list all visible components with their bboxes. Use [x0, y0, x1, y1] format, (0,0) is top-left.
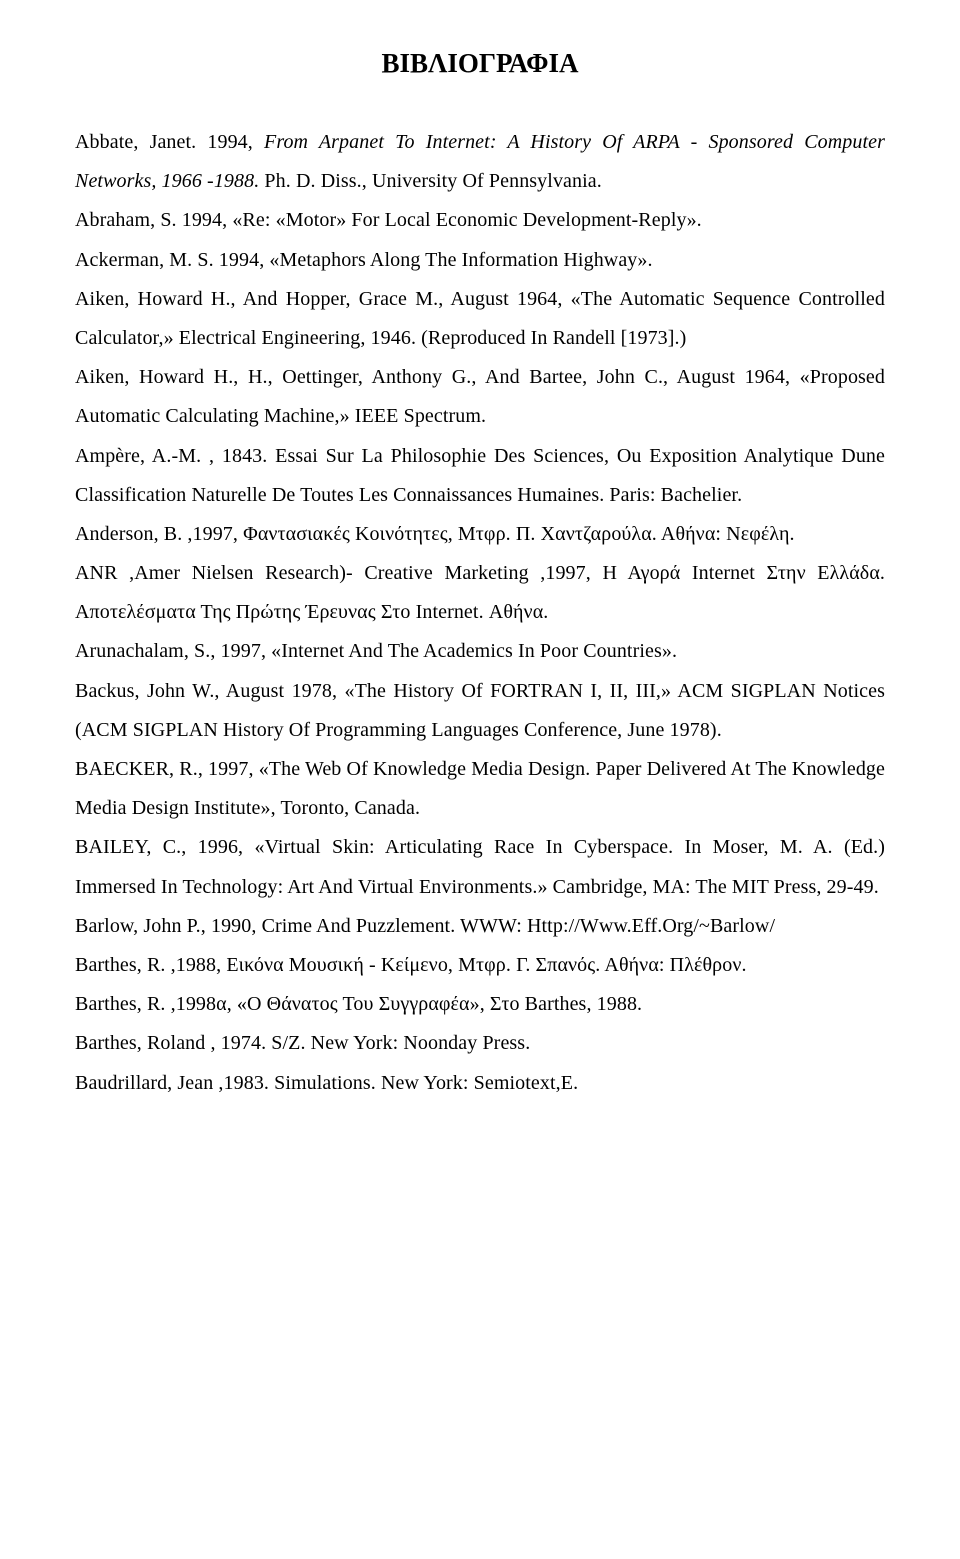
bibliography-entry: Aiken, Howard H., H., Oettinger, Anthony… [75, 358, 885, 436]
text-segment: Aiken, Howard H., H., Oettinger, Anthony… [75, 366, 885, 427]
page-title: ΒΙΒΛΙΟΓΡΑΦΙΑ [75, 48, 885, 79]
bibliography-entry: Baudrillard, Jean ,1983. Simulations. Ne… [75, 1064, 885, 1103]
text-segment: BAECKER, R., 1997, «The Web Of Knowledge… [75, 758, 885, 819]
text-segment: Ph. D. Diss., University Of Pennsylvania… [259, 170, 602, 192]
bibliography-entry: Abbate, Janet. 1994, From Arpanet To Int… [75, 123, 885, 201]
bibliography-list: Abbate, Janet. 1994, From Arpanet To Int… [75, 123, 885, 1103]
text-segment: Arunachalam, S., 1997, «Internet And The… [75, 640, 677, 662]
text-segment: Abraham, S. 1994, «Re: «Motor» For Local… [75, 209, 702, 231]
text-segment: Aiken, Howard H., And Hopper, Grace M., … [75, 288, 885, 349]
bibliography-entry: Aiken, Howard H., And Hopper, Grace M., … [75, 280, 885, 358]
bibliography-entry: Barthes, R. ,1998α, «Ο Θάνατος Του Συγγρ… [75, 985, 885, 1024]
bibliography-entry: ANR ,Amer Nielsen Research)- Creative Ma… [75, 554, 885, 632]
bibliography-entry: Barthes, Roland , 1974. S/Z. New York: N… [75, 1024, 885, 1063]
text-segment: Barthes, R. ,1988, Εικόνα Μουσική - Κείμ… [75, 954, 747, 976]
text-segment: Barthes, Roland , 1974. S/Z. New York: N… [75, 1032, 530, 1054]
text-segment: Ampère, A.-M. , 1843. Essai Sur La Philo… [75, 445, 885, 506]
text-segment: Barlow, John P., 1990, Crime And Puzzlem… [75, 915, 775, 937]
bibliography-entry: Barlow, John P., 1990, Crime And Puzzlem… [75, 907, 885, 946]
text-segment: Abbate, Janet. 1994, [75, 131, 264, 153]
text-segment: Anderson, B. ,1997, Φαντασιακές Κοινότητ… [75, 523, 795, 545]
bibliography-entry: BAECKER, R., 1997, «The Web Of Knowledge… [75, 750, 885, 828]
text-segment: Ackerman, M. S. 1994, «Metaphors Along T… [75, 249, 653, 271]
text-segment: BAILEY, C., 1996, «Virtual Skin: Articul… [75, 836, 885, 897]
bibliography-entry: Ampère, A.-M. , 1843. Essai Sur La Philo… [75, 437, 885, 515]
text-segment: Backus, John W., August 1978, «The Histo… [75, 680, 885, 741]
bibliography-entry: Arunachalam, S., 1997, «Internet And The… [75, 632, 885, 671]
bibliography-entry: Ackerman, M. S. 1994, «Metaphors Along T… [75, 241, 885, 280]
text-segment: Baudrillard, Jean ,1983. Simulations. Ne… [75, 1072, 578, 1094]
bibliography-entry: Backus, John W., August 1978, «The Histo… [75, 672, 885, 750]
text-segment: Barthes, R. ,1998α, «Ο Θάνατος Του Συγγρ… [75, 993, 642, 1015]
bibliography-entry: Abraham, S. 1994, «Re: «Motor» For Local… [75, 201, 885, 240]
bibliography-entry: BAILEY, C., 1996, «Virtual Skin: Articul… [75, 828, 885, 906]
bibliography-entry: Barthes, R. ,1988, Εικόνα Μουσική - Κείμ… [75, 946, 885, 985]
text-segment: ANR ,Amer Nielsen Research)- Creative Ma… [75, 562, 885, 623]
bibliography-entry: Anderson, B. ,1997, Φαντασιακές Κοινότητ… [75, 515, 885, 554]
